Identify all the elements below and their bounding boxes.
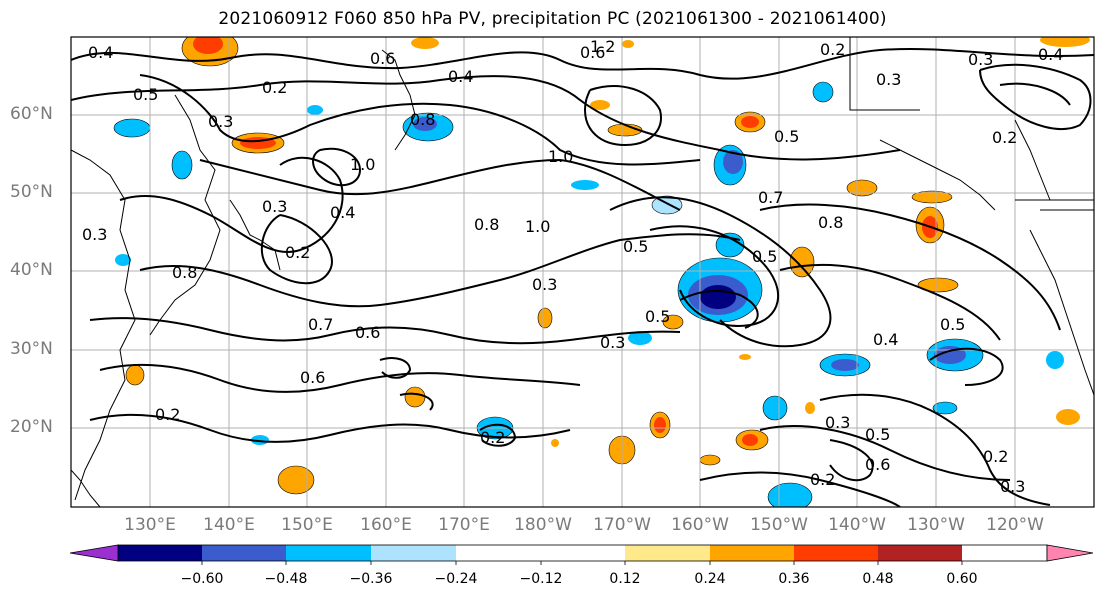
- lon-label: 140°W: [828, 515, 886, 535]
- contour-label: 0.4: [88, 43, 113, 62]
- contour-label: 0.6: [370, 49, 395, 68]
- contour-label: 0.2: [262, 78, 287, 97]
- colorbar-tick-label: −0.36: [349, 571, 393, 587]
- contour-label: 0.3: [208, 112, 233, 131]
- lon-label: 170°W: [593, 515, 651, 535]
- contour-label: 0.8: [410, 110, 435, 129]
- colorbar-tick-label: 0.60: [946, 571, 978, 587]
- contour-label: 0.8: [474, 215, 499, 234]
- contour-label: 0.5: [774, 127, 799, 146]
- contour-label: 0.2: [992, 128, 1017, 147]
- contour-label: 0.5: [752, 247, 777, 266]
- lat-label-30n: 30°N: [10, 339, 53, 359]
- lon-label: 180°W: [514, 515, 572, 535]
- contour-label: 0.5: [645, 307, 670, 326]
- contour-label: 0.2: [285, 243, 310, 262]
- contour-label: 0.7: [308, 315, 333, 334]
- lon-label: 160°E: [360, 515, 412, 535]
- contour-label: 0.4: [330, 203, 355, 222]
- contour-label: 1.0: [525, 217, 550, 236]
- contour-label: 0.6: [300, 368, 325, 387]
- contour-label: 1.0: [548, 147, 573, 166]
- contour-label: 0.5: [940, 315, 965, 334]
- coastlines: [71, 37, 1094, 507]
- contour-labels: 0.4 0.5 0.2 0.3 0.6 0.4 1.2 0.2 0.3 0.4 …: [82, 37, 1063, 496]
- lon-label: 130°W: [907, 515, 965, 535]
- lon-label: 150°E: [281, 515, 333, 535]
- graticule: [71, 37, 1094, 507]
- contour-label: 0.3: [825, 413, 850, 432]
- lon-label: 120°W: [986, 515, 1044, 535]
- colorbar-tick-label: 0.48: [862, 571, 894, 587]
- lon-label: 140°E: [203, 515, 255, 535]
- contour-label: 0.6: [865, 455, 890, 474]
- contour-label: 0.5: [133, 85, 158, 104]
- contour-label: 0.3: [262, 197, 287, 216]
- contour-label: 0.4: [1038, 45, 1063, 64]
- colorbar-tick-label: −0.48: [264, 571, 308, 587]
- contour-label: 0.8: [172, 263, 197, 282]
- lat-label-20n: 20°N: [10, 417, 53, 437]
- lon-label: 160°W: [671, 515, 729, 535]
- colorbar-tick-label: 0.36: [778, 571, 810, 587]
- lat-label-60n: 60°N: [10, 104, 53, 124]
- lat-label-40n: 40°N: [10, 260, 53, 280]
- contour-label: 0.2: [155, 405, 180, 424]
- contour-label: 0.2: [480, 428, 505, 447]
- contour-label: 1.2: [590, 37, 615, 56]
- contour-label: 0.3: [1000, 477, 1025, 496]
- colorbar-tick-label: 0.24: [694, 571, 726, 587]
- colorbar-tick-label: −0.24: [434, 571, 478, 587]
- lat-label-50n: 50°N: [10, 182, 53, 202]
- contour-label: 0.6: [580, 43, 605, 62]
- map-frame: [70, 36, 1095, 508]
- lon-label: 130°E: [124, 515, 176, 535]
- contour-label: 0.3: [600, 333, 625, 352]
- contour-label: 0.3: [82, 225, 107, 244]
- pv-contours: [71, 47, 1094, 507]
- contour-label: 0.5: [865, 425, 890, 444]
- contour-label: 0.8: [818, 213, 843, 232]
- contour-label: 0.2: [820, 40, 845, 59]
- contour-label: 0.4: [873, 330, 898, 349]
- lon-label: 170°E: [438, 515, 490, 535]
- colorbar-tick-label: −0.60: [180, 571, 224, 587]
- contour-label: 0.3: [968, 50, 993, 69]
- contour-label: 1.0: [350, 155, 375, 174]
- contour-label: 0.2: [983, 447, 1008, 466]
- lon-label: 150°W: [750, 515, 808, 535]
- contour-label: 0.7: [758, 188, 783, 207]
- colorbar-tick-label: −0.12: [519, 571, 563, 587]
- figure-title: 2021060912 F060 850 hPa PV, precipitatio…: [218, 9, 887, 29]
- contour-label: 0.5: [623, 237, 648, 256]
- colorbar-tick-label: 0.12: [609, 571, 641, 587]
- contour-label: 0.2: [810, 470, 835, 489]
- contour-label: 0.4: [448, 67, 473, 86]
- contour-label: 0.6: [355, 323, 380, 342]
- contour-label: 0.3: [876, 70, 901, 89]
- contour-label: 0.3: [532, 275, 557, 294]
